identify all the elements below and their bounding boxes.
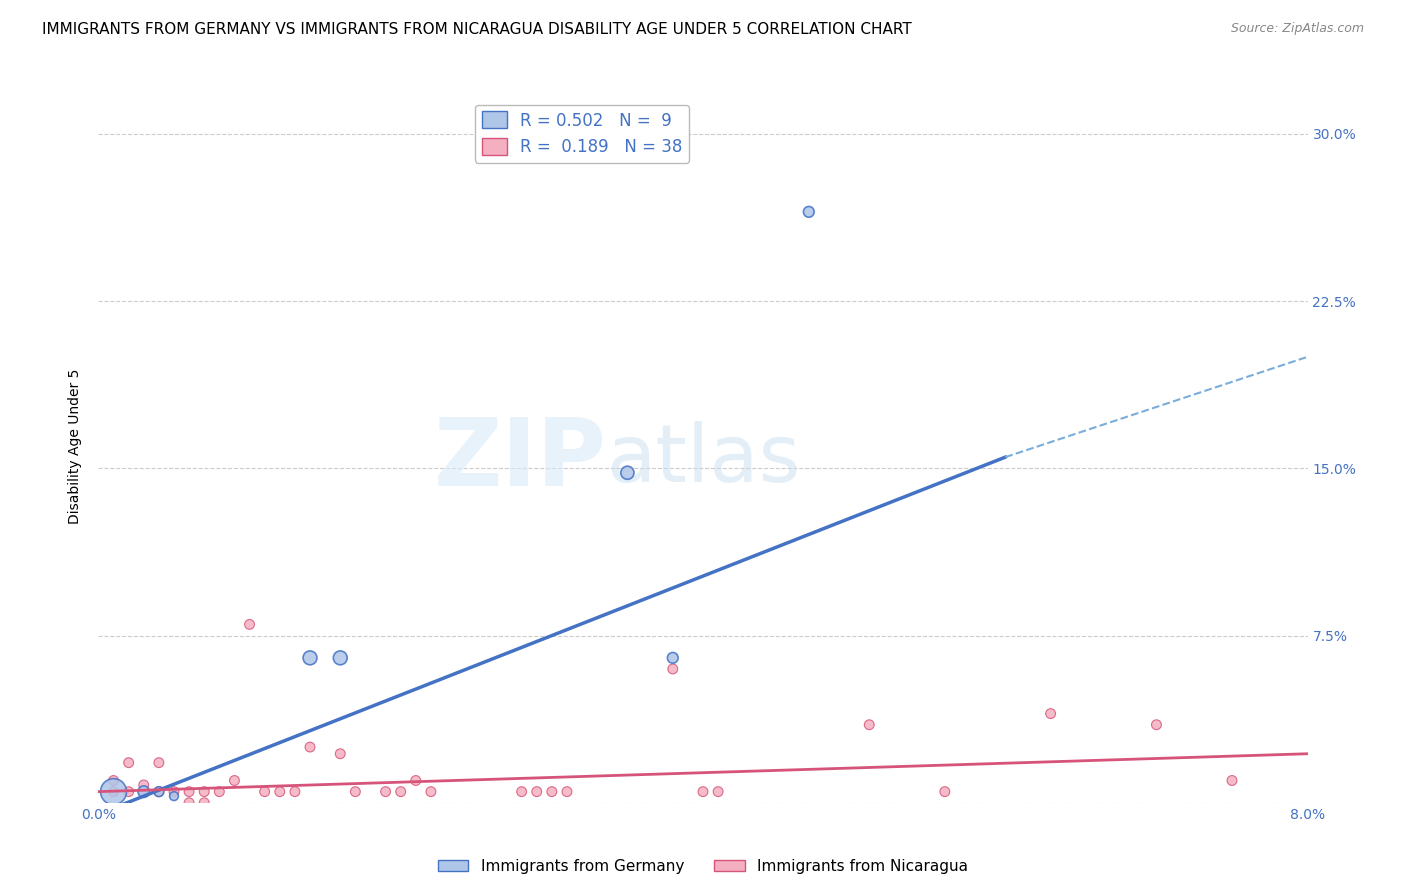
Point [163,785,186,799]
Point [934,785,956,799]
Y-axis label: Disability Age Under 5: Disability Age Under 5 [69,368,83,524]
Point [299,740,322,755]
Point [1146,717,1168,731]
Point [299,651,322,665]
Point [707,785,730,799]
Point [692,785,714,799]
Point [239,617,262,632]
Point [269,785,291,799]
Point [616,466,638,480]
Point [344,785,367,799]
Point [179,785,201,799]
Point [1039,706,1062,721]
Point [389,785,412,799]
Point [526,785,548,799]
Point [193,785,215,799]
Point [179,796,201,810]
Point [148,785,170,799]
Point [329,747,352,761]
Point [420,785,443,799]
Point [329,651,352,665]
Point [132,785,155,799]
Point [132,778,155,792]
Point [661,662,683,676]
Point [555,785,578,799]
Point [132,785,155,799]
Point [148,756,170,770]
Legend: R = 0.502   N =  9, R =  0.189   N = 38: R = 0.502 N = 9, R = 0.189 N = 38 [475,104,689,162]
Point [103,785,125,799]
Text: Source: ZipAtlas.com: Source: ZipAtlas.com [1230,22,1364,36]
Point [1220,773,1243,788]
Point [405,773,427,788]
Point [208,785,231,799]
Text: ZIP: ZIP [433,414,606,507]
Point [118,756,141,770]
Point [797,204,820,219]
Point [510,785,533,799]
Point [103,773,125,788]
Text: IMMIGRANTS FROM GERMANY VS IMMIGRANTS FROM NICARAGUA DISABILITY AGE UNDER 5 CORR: IMMIGRANTS FROM GERMANY VS IMMIGRANTS FR… [42,22,912,37]
Point [118,785,141,799]
Point [193,796,215,810]
Point [858,717,880,731]
Point [284,785,307,799]
Point [224,773,246,788]
Text: atlas: atlas [606,421,800,500]
Point [253,785,276,799]
Point [661,651,683,665]
Point [540,785,562,799]
Point [163,789,186,804]
Legend: Immigrants from Germany, Immigrants from Nicaragua: Immigrants from Germany, Immigrants from… [432,853,974,880]
Point [103,785,125,799]
Point [374,785,396,799]
Point [148,785,170,799]
